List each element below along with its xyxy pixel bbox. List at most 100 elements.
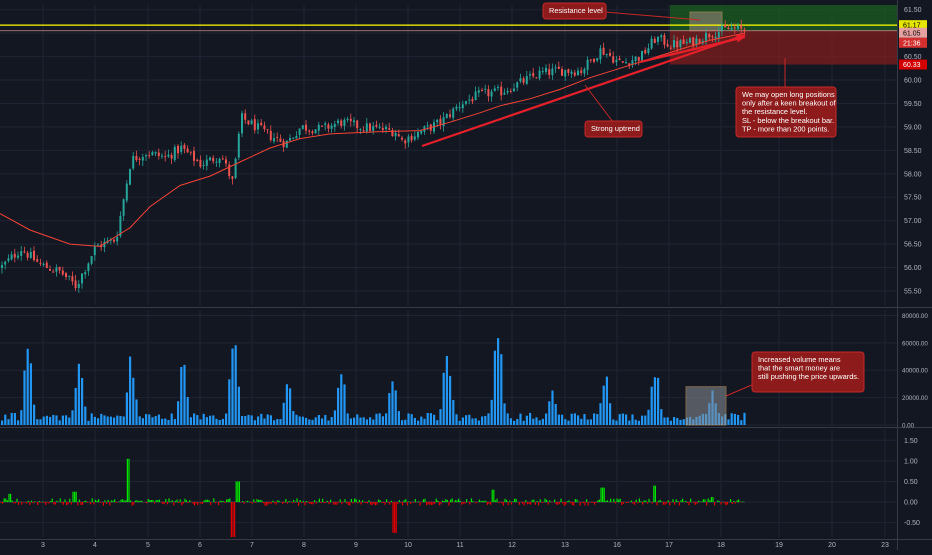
volume-tick-label: 0.00: [902, 423, 915, 430]
volume-bar: [730, 413, 733, 425]
candle-body: [311, 131, 314, 134]
time-tick-label: 9: [354, 542, 358, 549]
volume-bar: [273, 420, 276, 425]
candle-body: [177, 145, 179, 154]
volume-bar: [349, 418, 352, 425]
price-tick-label: 56.00: [904, 265, 922, 272]
candle-body: [241, 113, 243, 134]
volume-bar: [141, 418, 144, 425]
volume-bar: [196, 415, 199, 425]
candle-body: [525, 76, 528, 84]
volume-bar: [586, 419, 589, 425]
candle-body: [471, 99, 474, 102]
volume-bar: [68, 417, 71, 425]
candle-body: [330, 125, 333, 129]
volume-bar: [52, 414, 55, 425]
candle-body: [93, 246, 96, 256]
candle-body: [484, 88, 487, 90]
candle-body: [605, 53, 608, 55]
candle-body: [394, 132, 397, 137]
volume-bar: [266, 414, 269, 425]
volume-bar: [733, 413, 736, 425]
volume-bar: [471, 418, 474, 425]
volume-bar: [612, 419, 615, 425]
volume-bar: [321, 418, 324, 425]
plan-callout-text: only after a keen breakout of: [742, 99, 837, 108]
volume-bar: [644, 415, 647, 425]
time-tick-label: 8: [302, 542, 306, 549]
plan-callout-box: [735, 86, 837, 138]
volume-bar: [407, 413, 410, 425]
candle-body: [26, 252, 29, 258]
candle-body: [138, 158, 141, 160]
price-tick-label: 58.50: [904, 148, 922, 155]
candle-body: [689, 38, 691, 43]
price-tick-label: 58.00: [904, 171, 922, 178]
candle-body: [714, 37, 717, 39]
candle-body: [279, 138, 282, 142]
time-tick-label: 16: [613, 542, 621, 549]
candle-body: [359, 129, 362, 131]
volume-bar: [452, 400, 455, 425]
volume-bar: [676, 417, 679, 425]
candle-body: [97, 244, 99, 246]
candle-body: [186, 148, 189, 153]
candle-body: [730, 27, 733, 30]
last-price-label: 61.05: [903, 30, 921, 37]
price-tick-label: 57.00: [904, 218, 922, 225]
price-tick-label: 56.50: [904, 242, 922, 249]
uptrend-arrow-short: [639, 35, 746, 64]
candle-body: [593, 58, 595, 62]
candle-body: [503, 92, 506, 95]
candle-body: [468, 99, 471, 101]
plan-callout-text: We may open long positions: [742, 90, 835, 99]
price-tick-label: 55.50: [904, 288, 922, 295]
candle-body: [388, 128, 391, 130]
volume-bar: [337, 387, 340, 425]
volume-bar: [401, 420, 404, 425]
candle-body: [724, 24, 727, 28]
candle-body: [733, 27, 736, 29]
volume-bar: [433, 414, 436, 425]
candle-body: [391, 130, 394, 137]
volume-bar: [250, 415, 253, 425]
volume-bar: [20, 410, 23, 425]
candle-body: [273, 138, 275, 142]
candle-body: [289, 137, 291, 141]
candle-body: [695, 38, 698, 46]
candle-body: [647, 48, 650, 54]
candle-body: [628, 63, 631, 66]
volume-bar: [324, 414, 327, 425]
volume-bar: [381, 416, 384, 425]
resistance-price-label: 61.17: [903, 23, 921, 30]
candle-body: [45, 262, 48, 269]
volume-bar: [71, 410, 74, 425]
candle-body: [221, 158, 224, 160]
candle-body: [557, 66, 560, 69]
volume-bar: [93, 416, 96, 425]
volume-bar: [359, 417, 362, 425]
candle-body: [548, 69, 551, 75]
price-tick-label: 60.00: [904, 78, 922, 85]
volume-bar: [55, 415, 58, 425]
volume-bar: [538, 420, 541, 425]
candle-body: [71, 275, 74, 282]
candle-body: [474, 91, 477, 101]
oscillator-tick-label: 0.00: [904, 500, 918, 507]
candle-body: [295, 135, 298, 139]
volume-bar: [573, 413, 576, 425]
volume-bar: [593, 413, 596, 425]
candle-body: [650, 38, 653, 49]
volume-bar: [637, 420, 640, 425]
candle-body: [301, 125, 304, 129]
volume-bar: [484, 415, 487, 425]
candle-body: [609, 52, 611, 56]
candle-body: [314, 129, 317, 134]
candle-body: [401, 137, 403, 140]
volume-bar: [39, 419, 42, 425]
candle-body: [522, 78, 525, 83]
volume-bar: [449, 375, 452, 425]
volume-bar: [199, 419, 202, 425]
